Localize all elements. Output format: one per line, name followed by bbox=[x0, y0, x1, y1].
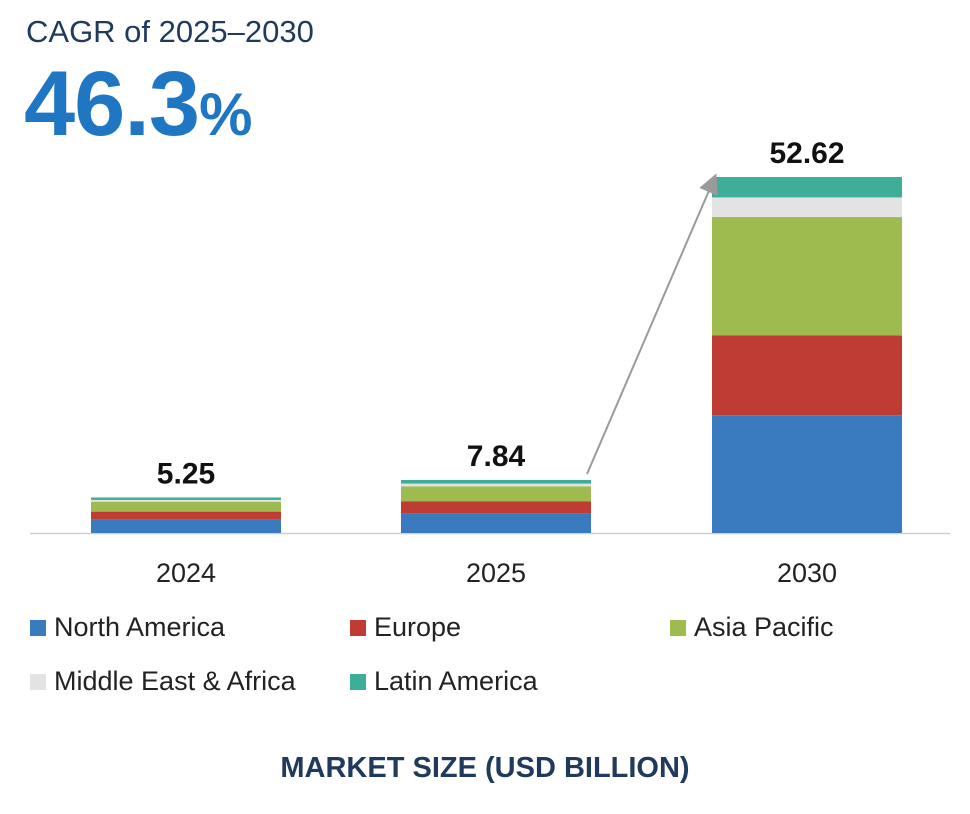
bar-segment-2024-0 bbox=[91, 519, 281, 533]
legend-label: Latin America bbox=[374, 666, 538, 696]
stacked-bar-chart: 5.25 2024 7.84 2025 52.62 2030 bbox=[30, 137, 950, 588]
bar-segment-2024-1 bbox=[91, 511, 281, 520]
bar-segment-2030-1 bbox=[712, 335, 902, 416]
legend-label: Middle East & Africa bbox=[54, 666, 296, 696]
bar-segment-2030-0 bbox=[712, 415, 902, 533]
legend-swatch bbox=[670, 619, 686, 636]
legend-swatch bbox=[30, 619, 46, 636]
bar-segment-2024-3 bbox=[91, 499, 281, 502]
legend-item: Asia Pacific bbox=[670, 612, 834, 643]
chart-footer-title: MARKET SIZE (USD BILLION) bbox=[280, 752, 690, 784]
bar-segment-2025-0 bbox=[401, 513, 591, 533]
x-tick-label: 2024 bbox=[156, 558, 216, 588]
legend-swatch bbox=[30, 673, 46, 690]
cagr-label: CAGR of 2025–2030 bbox=[26, 14, 314, 49]
bar-total-label: 5.25 bbox=[157, 457, 215, 490]
legend-item: Middle East & Africa bbox=[30, 666, 296, 697]
bar-segment-2025-3 bbox=[401, 483, 591, 487]
legend-label: Europe bbox=[374, 612, 462, 642]
legend-label: Asia Pacific bbox=[694, 612, 834, 642]
bar-segment-2025-1 bbox=[401, 501, 591, 514]
legend-item: North America bbox=[30, 612, 225, 643]
legend-item: Latin America bbox=[350, 666, 538, 697]
bar-segment-2025-4 bbox=[401, 479, 591, 484]
bar-total-label: 7.84 bbox=[467, 440, 526, 473]
bar-segment-2024-2 bbox=[91, 501, 281, 512]
legend-swatch bbox=[350, 619, 366, 636]
bar-segment-2024-4 bbox=[91, 497, 281, 500]
bar-total-label: 52.62 bbox=[769, 137, 844, 170]
legend-item: Europe bbox=[350, 612, 461, 643]
legend-swatch bbox=[350, 673, 366, 690]
bar-segment-2025-2 bbox=[401, 486, 591, 502]
cagr-percent: % bbox=[199, 81, 252, 148]
bar-segment-2030-2 bbox=[712, 217, 902, 336]
bar-segment-2030-3 bbox=[712, 197, 902, 218]
legend-label: North America bbox=[54, 612, 226, 642]
cagr-value: 46.3% bbox=[24, 58, 252, 150]
bar-segment-2030-4 bbox=[712, 177, 902, 198]
x-tick-label: 2030 bbox=[777, 558, 837, 588]
growth-arrow bbox=[586, 173, 718, 475]
x-tick-label: 2025 bbox=[466, 558, 526, 588]
cagr-number: 46.3 bbox=[24, 53, 200, 155]
